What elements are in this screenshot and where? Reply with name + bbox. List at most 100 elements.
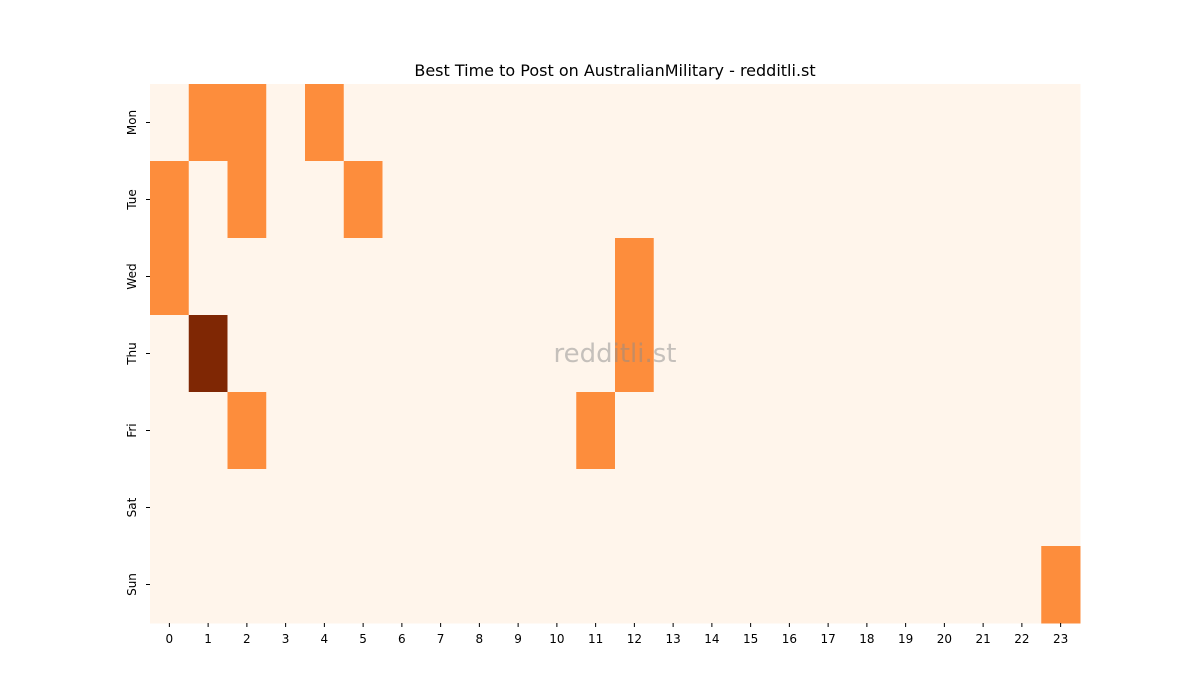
heatmap-cell xyxy=(343,392,383,470)
heatmap-cell xyxy=(770,546,810,624)
heatmap-cell xyxy=(692,161,732,239)
heatmap-cell xyxy=(963,546,1003,624)
heatmap-cell xyxy=(1041,238,1081,316)
heatmap-cell xyxy=(847,161,887,239)
x-tick-label: 13 xyxy=(665,632,680,646)
heatmap-cell xyxy=(421,469,461,547)
x-tick-label: 1 xyxy=(204,632,212,646)
heatmap-cell xyxy=(886,392,926,470)
heatmap-cell xyxy=(227,161,267,239)
heatmap-cell xyxy=(963,469,1003,547)
heatmap-cell xyxy=(537,161,577,239)
y-tick-label: Wed xyxy=(125,263,139,289)
heatmap-cell xyxy=(382,469,422,547)
heatmap-cell xyxy=(382,84,422,162)
heatmap-cell xyxy=(305,84,345,162)
heatmap-cell xyxy=(886,161,926,239)
heatmap-cell xyxy=(266,469,306,547)
heatmap-cell xyxy=(382,392,422,470)
heatmap-cell xyxy=(963,315,1003,393)
heatmap-cell xyxy=(576,315,616,393)
heatmap-cell xyxy=(266,392,306,470)
heatmap-cell xyxy=(460,469,500,547)
x-tick-label: 19 xyxy=(898,632,913,646)
y-tick-label: Thu xyxy=(125,342,139,366)
heatmap-cell xyxy=(421,546,461,624)
heatmap-cell xyxy=(963,392,1003,470)
x-tick-label: 10 xyxy=(549,632,564,646)
heatmap-cell xyxy=(847,238,887,316)
heatmap-cell xyxy=(731,84,771,162)
heatmap-cell xyxy=(150,238,190,316)
x-axis: 0 1 2 3 4 5 6 7 8 9 10 11 12 13 14 15 16 17 18 19 20 21 22 23 xyxy=(166,623,1068,646)
heatmap-cell xyxy=(498,469,538,547)
heatmap-cell xyxy=(576,161,616,239)
heatmap-cell xyxy=(925,238,965,316)
heatmap-cell xyxy=(808,315,848,393)
heatmap-cell xyxy=(1002,469,1042,547)
x-tick-label: 22 xyxy=(1014,632,1029,646)
heatmap-cell xyxy=(537,238,577,316)
heatmap-cell xyxy=(886,315,926,393)
heatmap-cell xyxy=(498,315,538,393)
heatmap-cell xyxy=(1041,546,1081,624)
heatmap-cell xyxy=(421,84,461,162)
x-tick-label: 8 xyxy=(476,632,484,646)
y-tick-label: Fri xyxy=(125,423,139,437)
heatmap-cell xyxy=(886,469,926,547)
heatmap-cell xyxy=(1041,161,1081,239)
heatmap-cell xyxy=(227,315,267,393)
heatmap-cell xyxy=(266,315,306,393)
heatmap-cell xyxy=(770,238,810,316)
heatmap-cell xyxy=(576,546,616,624)
x-tick-label: 15 xyxy=(743,632,758,646)
heatmap-cell xyxy=(227,84,267,162)
heatmap-cell xyxy=(576,392,616,470)
heatmap-cell xyxy=(1002,315,1042,393)
heatmap-cell xyxy=(576,84,616,162)
heatmap-cell xyxy=(925,546,965,624)
heatmap-cell xyxy=(498,161,538,239)
heatmap-cell xyxy=(847,392,887,470)
heatmap-cell xyxy=(692,392,732,470)
heatmap-cell xyxy=(1041,469,1081,547)
x-tick-label: 7 xyxy=(437,632,445,646)
heatmap-cell xyxy=(343,84,383,162)
heatmap-cell xyxy=(266,238,306,316)
y-tick-label: Sat xyxy=(125,497,139,517)
heatmap-cell xyxy=(653,238,693,316)
heatmap-cell xyxy=(305,546,345,624)
heatmap-cell xyxy=(731,469,771,547)
y-tick-label: Tue xyxy=(125,189,139,211)
heatmap-cell xyxy=(576,238,616,316)
heatmap-cell xyxy=(421,392,461,470)
x-tick-label: 6 xyxy=(398,632,406,646)
x-tick-label: 17 xyxy=(820,632,835,646)
heatmap-cell xyxy=(188,238,228,316)
x-tick-label: 11 xyxy=(588,632,603,646)
heatmap-cell xyxy=(692,546,732,624)
heatmap-cell xyxy=(498,84,538,162)
heatmap-cell xyxy=(925,161,965,239)
heatmap-cell xyxy=(382,161,422,239)
heatmap-cell xyxy=(188,392,228,470)
heatmap-cell xyxy=(150,161,190,239)
heatmap-cell xyxy=(925,84,965,162)
heatmap-cell xyxy=(692,315,732,393)
heatmap-cell xyxy=(847,84,887,162)
heatmap-cell xyxy=(963,161,1003,239)
heatmap-cell xyxy=(963,84,1003,162)
y-tick-label: Sun xyxy=(125,573,139,596)
heatmap-cell xyxy=(808,161,848,239)
heatmap-cell xyxy=(343,238,383,316)
x-tick-label: 0 xyxy=(166,632,174,646)
heatmap-cell xyxy=(460,546,500,624)
heatmap-cell xyxy=(460,84,500,162)
heatmap-cell xyxy=(615,161,655,239)
heatmap-cell xyxy=(537,546,577,624)
heatmap-cell xyxy=(925,469,965,547)
x-tick-label: 3 xyxy=(282,632,290,646)
heatmap-cell xyxy=(1002,392,1042,470)
heatmap-cell xyxy=(653,546,693,624)
heatmap-cell xyxy=(1002,84,1042,162)
